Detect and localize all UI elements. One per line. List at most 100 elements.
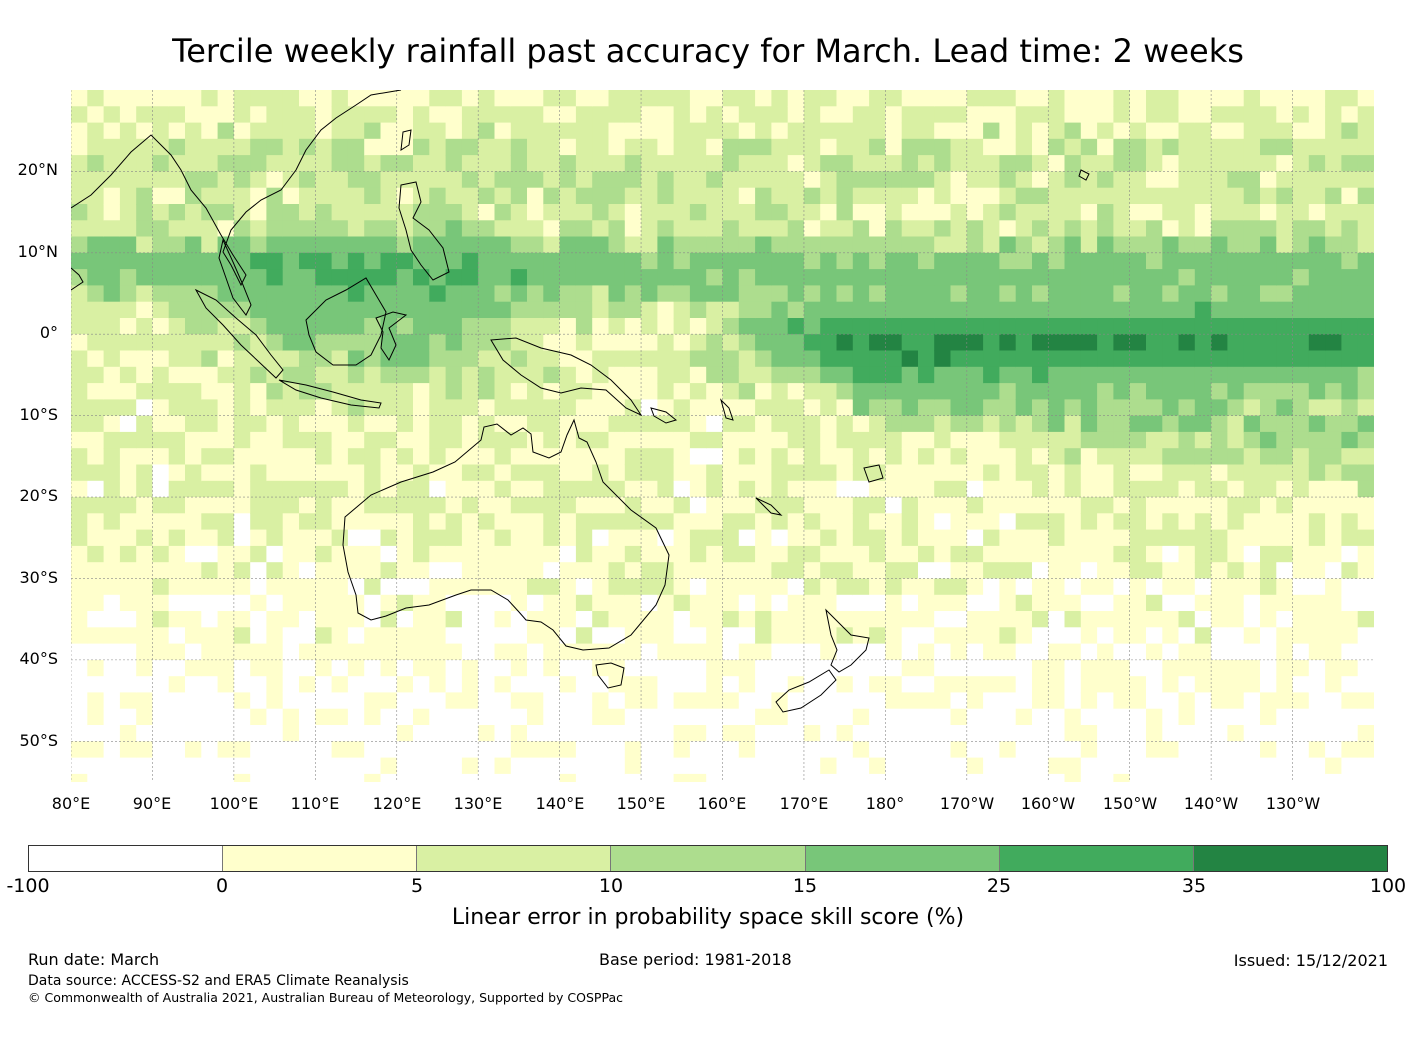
skill-cell: [722, 90, 740, 107]
skill-cell: [87, 187, 105, 205]
skill-cell: [901, 285, 919, 303]
skill-cell: [1048, 301, 1066, 319]
skill-cell: [1178, 415, 1196, 433]
skill-cell: [543, 562, 561, 580]
skill-cell: [119, 187, 137, 205]
skill-cell: [673, 90, 691, 107]
lat-label-30s: 30°S: [19, 568, 58, 587]
skill-cell: [461, 399, 479, 417]
skill-cell: [396, 464, 414, 482]
skill-cell: [478, 171, 496, 189]
skill-cell: [575, 236, 593, 254]
skill-cell: [738, 562, 756, 580]
skill-cell: [1308, 562, 1326, 580]
skill-cell: [217, 545, 235, 563]
skill-cell: [250, 301, 268, 319]
lat-label-20s: 20°S: [19, 486, 58, 505]
skill-cell: [510, 464, 528, 482]
skill-cell: [152, 594, 170, 612]
skill-cell: [527, 399, 544, 417]
skill-cell: [689, 106, 707, 124]
skill-cell: [478, 594, 496, 612]
skill-cell: [1129, 155, 1147, 172]
skill-cell: [494, 122, 512, 140]
skill-cell: [738, 725, 756, 742]
skill-cell: [87, 594, 105, 612]
skill-cell: [1227, 708, 1245, 726]
skill-cell: [689, 204, 707, 221]
skill-cell: [1276, 106, 1294, 124]
skill-cell: [608, 220, 626, 238]
skill-cell: [1097, 529, 1114, 547]
skill-cell: [755, 350, 772, 368]
skill-cell: [119, 301, 137, 319]
skill-cell: [934, 318, 952, 335]
skill-cell: [738, 692, 756, 710]
skill-cell: [950, 692, 968, 710]
skill-cell: [852, 741, 870, 759]
skill-cell: [119, 350, 137, 368]
skill-cell: [852, 611, 870, 628]
skill-cell: [1308, 155, 1326, 172]
skill-cell: [1260, 171, 1277, 189]
skill-cell: [706, 529, 724, 547]
skill-cell: [1178, 90, 1196, 107]
skill-cell: [722, 155, 740, 172]
skill-cell: [527, 106, 544, 124]
skill-cell: [608, 611, 626, 628]
skill-cell: [624, 773, 642, 782]
skill-cell: [168, 366, 186, 384]
skill-cell: [1325, 757, 1342, 775]
skill-cell: [331, 676, 349, 694]
skill-cell: [869, 415, 886, 433]
skill-cell: [755, 773, 772, 782]
skill-cell: [103, 692, 121, 710]
skill-cell: [1292, 285, 1310, 303]
skill-cell: [1211, 285, 1228, 303]
skill-cell: [331, 529, 349, 547]
skill-cell: [136, 138, 154, 156]
skill-cell: [250, 448, 268, 466]
skill-cell: [1129, 301, 1147, 319]
skill-cell: [1129, 220, 1147, 238]
skill-cell: [755, 318, 772, 335]
skill-cell: [901, 318, 919, 335]
skill-cell: [168, 318, 186, 335]
skill-cell: [87, 220, 105, 238]
skill-cell: [119, 480, 137, 498]
skill-cell: [347, 301, 365, 319]
skill-cell: [641, 611, 658, 628]
coastline-fiji: [863, 464, 884, 483]
skill-cell: [852, 285, 870, 303]
skill-cell: [1292, 366, 1310, 384]
skill-cell: [885, 350, 903, 368]
skill-cell: [1048, 708, 1066, 726]
skill-cell: [885, 334, 903, 352]
skill-cell: [233, 350, 251, 368]
skill-cell: [559, 708, 577, 726]
skill-cell: [461, 350, 479, 368]
skill-cell: [706, 399, 724, 417]
skill-cell: [901, 90, 919, 107]
skill-cell: [87, 773, 105, 782]
skill-cell: [282, 366, 300, 384]
skill-cell: [657, 171, 675, 189]
skill-cell: [413, 122, 430, 140]
skill-cell: [1260, 757, 1277, 775]
skill-cell: [1243, 236, 1261, 254]
skill-cell: [1243, 155, 1261, 172]
skill-cell: [1308, 236, 1326, 254]
skill-cell: [413, 448, 430, 466]
skill-cell: [364, 122, 382, 140]
skill-cell: [1325, 692, 1342, 710]
skill-cell: [1146, 773, 1163, 782]
skill-cell: [950, 90, 968, 107]
coastline-mainland-asia: [71, 90, 402, 287]
skill-cell: [136, 594, 154, 612]
skill-cell: [1097, 269, 1114, 286]
skill-cell: [1308, 757, 1326, 775]
skill-cell: [1178, 497, 1196, 514]
skill-cell: [1178, 692, 1196, 710]
skill-cell: [201, 285, 219, 303]
skill-cell: [1048, 383, 1066, 400]
